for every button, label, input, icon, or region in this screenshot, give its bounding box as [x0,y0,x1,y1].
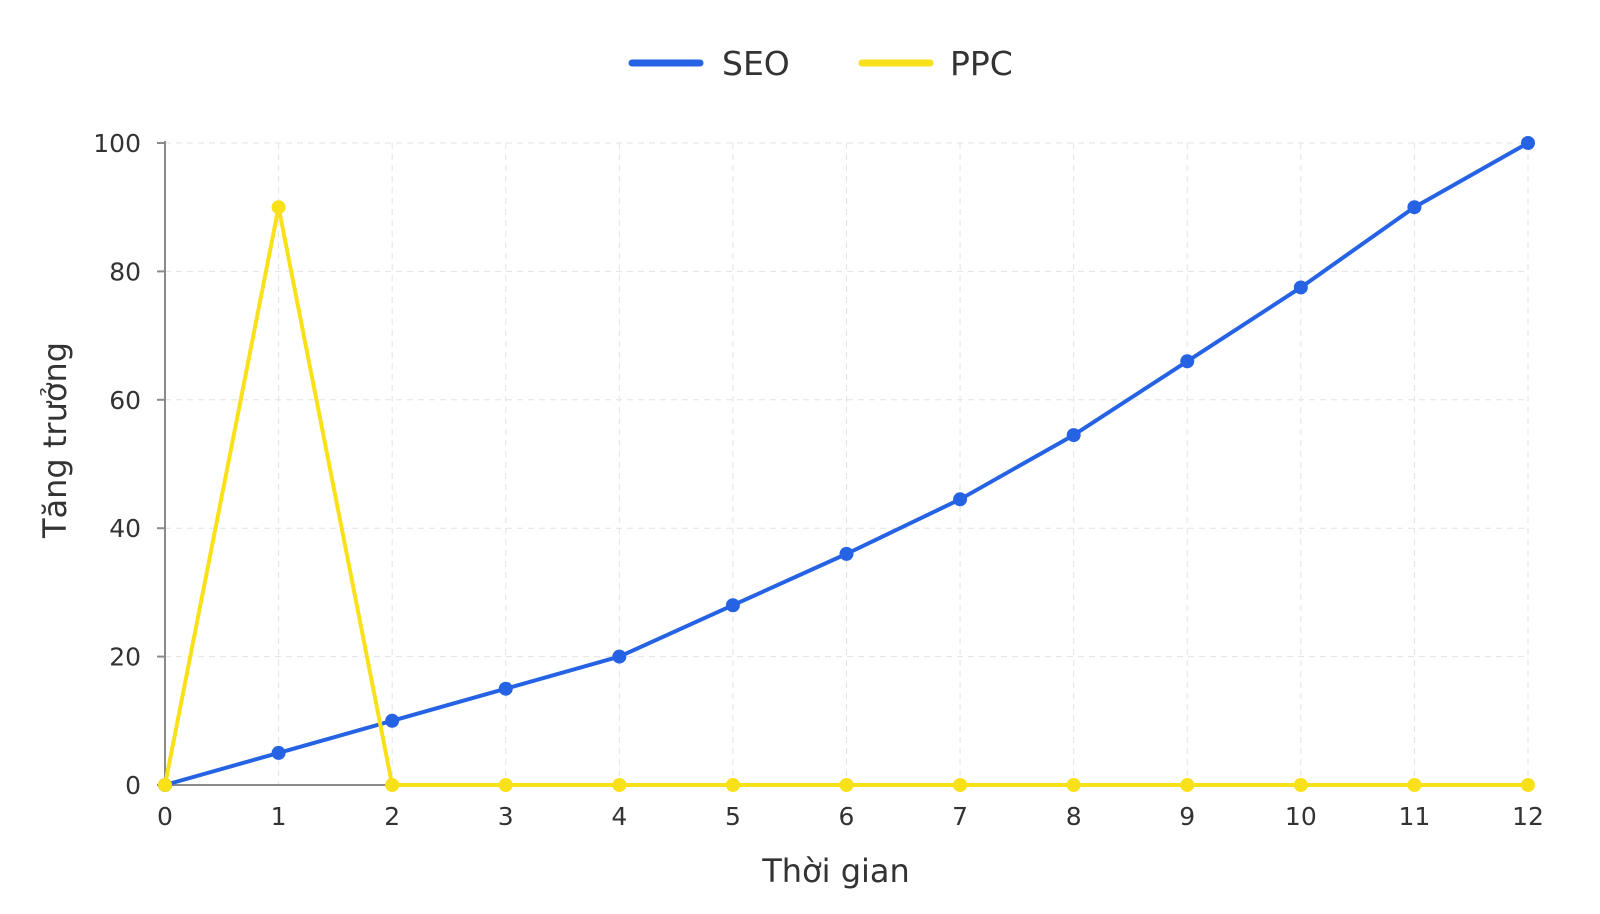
data-point-ppc [1180,778,1195,792]
data-point-seo [385,713,400,728]
data-point-ppc [1293,778,1308,792]
y-tick-label: 60 [109,386,141,415]
data-point-ppc [498,778,513,792]
legend: SEO PPC [628,44,1013,83]
data-point-seo [1407,200,1422,215]
x-tick-label: 11 [1399,802,1431,831]
data-point-seo [498,681,513,696]
y-tick-label: 100 [93,129,141,158]
data-point-seo [271,745,286,760]
axes [157,141,1528,786]
series [158,136,1535,792]
data-point-ppc [1407,778,1422,792]
x-tick-label: 10 [1285,802,1317,831]
data-point-seo [612,649,627,664]
x-tick-label: 1 [271,802,287,831]
x-tick-label: 7 [952,802,968,831]
data-point-seo [1521,136,1535,150]
legend-label-ppc: PPC [950,44,1013,83]
data-point-ppc [953,778,968,792]
data-point-seo [1180,354,1195,369]
x-tick-label: 0 [157,802,173,831]
data-point-seo [839,546,854,561]
grid [165,142,1529,785]
data-point-ppc [725,778,740,792]
data-point-ppc [1066,778,1081,792]
x-tick-label: 2 [384,802,400,831]
x-axis-title: Thời gian [761,852,910,890]
x-tick-label: 12 [1512,802,1544,831]
legend-label-seo: SEO [722,44,790,83]
y-tick-label: 40 [109,514,141,543]
x-tick-label: 3 [498,802,514,831]
data-point-ppc [271,200,286,215]
data-point-seo [1293,280,1308,295]
data-point-ppc [385,778,400,792]
x-tick-label: 5 [725,802,741,831]
y-tick-label: 0 [125,771,141,800]
data-point-ppc [158,778,172,792]
legend-item-ppc: PPC [858,44,1013,83]
series-seo [158,136,1535,792]
data-point-seo [953,492,968,507]
x-tick-label: 4 [611,802,627,831]
data-point-ppc [839,778,854,792]
x-tick-label: 8 [1066,802,1082,831]
x-tick-label: 6 [839,802,855,831]
series-ppc [158,200,1535,792]
data-point-seo [1066,428,1081,443]
y-tick-label: 20 [109,643,141,672]
data-point-seo [725,598,740,613]
legend-item-seo: SEO [628,44,790,83]
y-axis-title: Tăng trưởng [36,342,74,539]
data-point-ppc [1521,778,1535,792]
x-tick-label: 9 [1179,802,1195,831]
data-point-ppc [612,778,627,792]
y-tick-label: 80 [109,257,141,286]
